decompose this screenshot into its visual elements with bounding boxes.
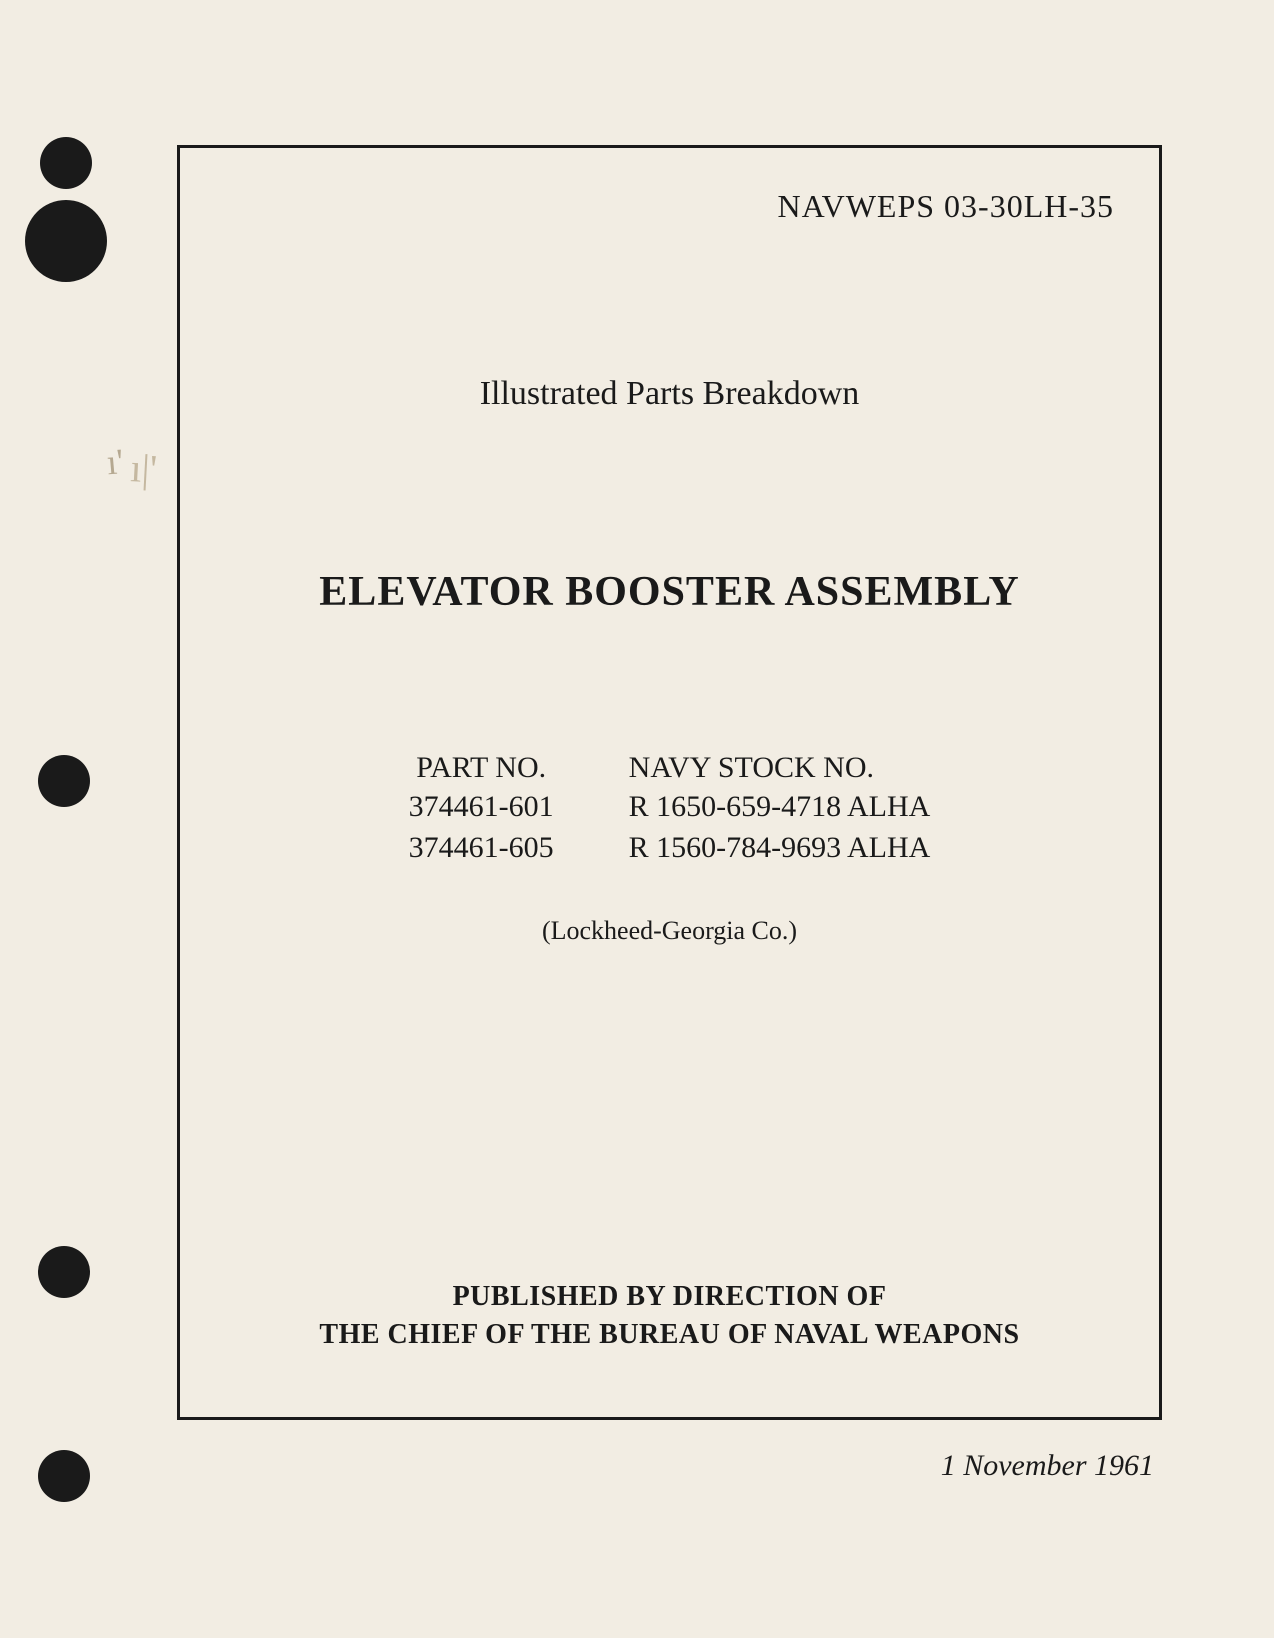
publisher-line: PUBLISHED BY DIRECTION OF xyxy=(210,1278,1129,1316)
publisher-info: PUBLISHED BY DIRECTION OF THE CHIEF OF T… xyxy=(210,1278,1129,1354)
stock-no-value: R 1650-659-4718 ALHA xyxy=(629,787,931,828)
document-page: ı' ı|' NAVWEPS 03-30LH-35 Illustrated Pa… xyxy=(0,0,1274,1638)
part-number-column: PART NO. 374461-601 374461-605 xyxy=(409,751,554,868)
punch-hole xyxy=(40,137,92,189)
punch-hole xyxy=(38,755,90,807)
stock-no-value: R 1560-784-9693 ALHA xyxy=(629,828,931,869)
document-date: 1 November 1961 xyxy=(941,1449,1154,1483)
manufacturer-name: (Lockheed-Georgia Co.) xyxy=(210,916,1129,946)
part-no-value: 374461-601 xyxy=(409,787,554,828)
content-frame: NAVWEPS 03-30LH-35 Illustrated Parts Bre… xyxy=(177,145,1162,1420)
punch-hole xyxy=(25,200,107,282)
stock-number-column: NAVY STOCK NO. R 1650-659-4718 ALHA R 15… xyxy=(629,751,931,868)
document-title: ELEVATOR BOOSTER ASSEMBLY xyxy=(210,568,1129,616)
parts-info-section: PART NO. 374461-601 374461-605 NAVY STOC… xyxy=(210,751,1129,868)
part-no-value: 374461-605 xyxy=(409,828,554,869)
punch-hole xyxy=(38,1450,90,1502)
document-subtitle: Illustrated Parts Breakdown xyxy=(210,375,1129,413)
publisher-line: THE CHIEF OF THE BUREAU OF NAVAL WEAPONS xyxy=(210,1316,1129,1354)
part-no-header: PART NO. xyxy=(409,751,554,785)
stock-no-header: NAVY STOCK NO. xyxy=(629,751,931,785)
page-mark: ı|' xyxy=(128,444,167,516)
document-number: NAVWEPS 03-30LH-35 xyxy=(210,188,1114,225)
punch-hole xyxy=(38,1246,90,1298)
